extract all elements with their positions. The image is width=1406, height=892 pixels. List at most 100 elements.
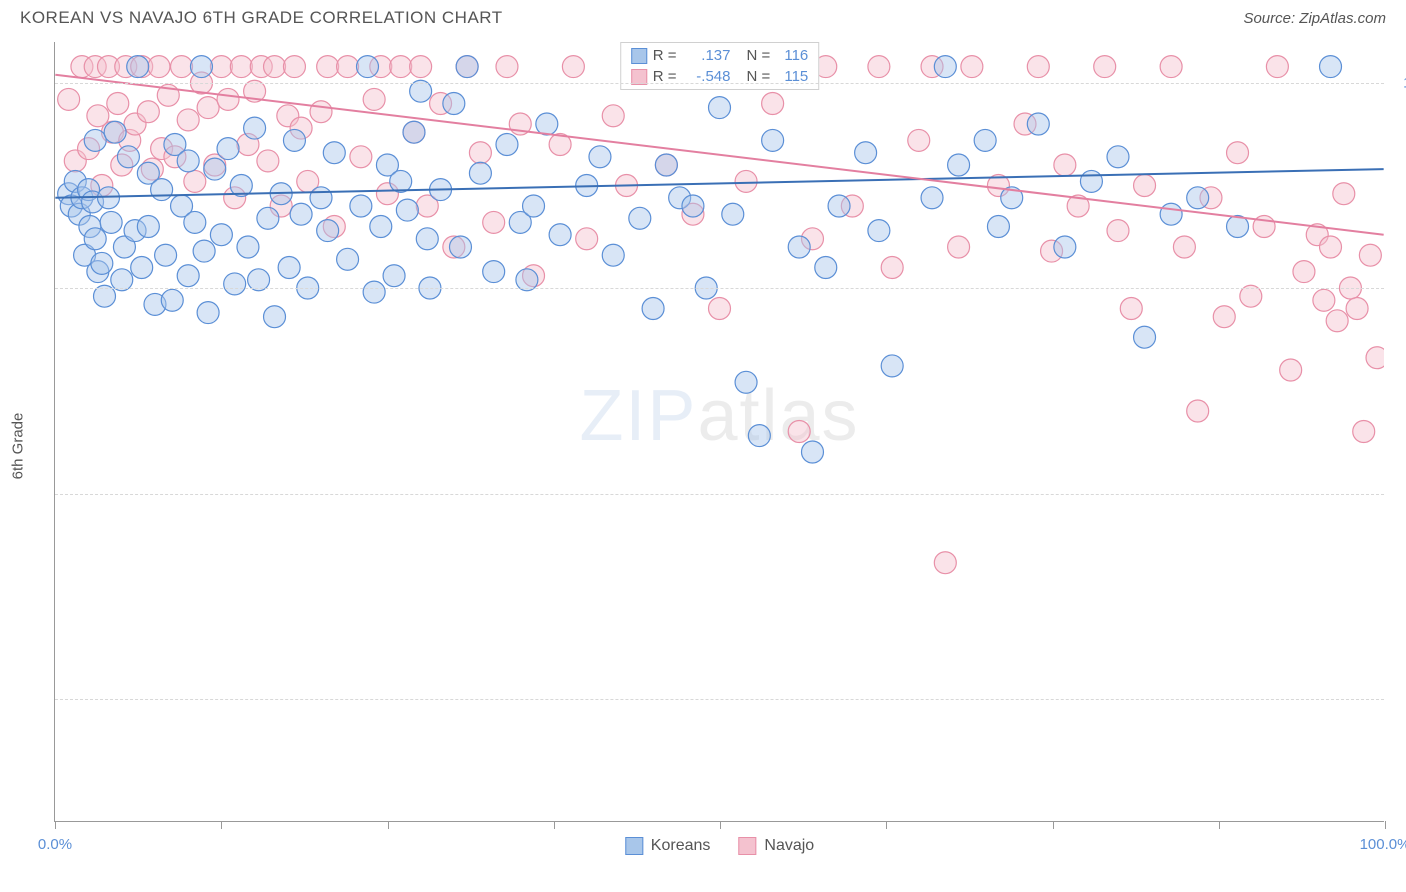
x-tick-label: 0.0% xyxy=(38,836,72,853)
data-point xyxy=(1120,298,1142,320)
series-swatch xyxy=(631,48,647,64)
data-point xyxy=(1173,236,1195,258)
data-point xyxy=(1134,326,1156,348)
data-point xyxy=(317,220,339,242)
data-point xyxy=(828,195,850,217)
data-point xyxy=(148,56,170,78)
data-point xyxy=(855,142,877,164)
data-point xyxy=(204,158,226,180)
data-point xyxy=(363,281,385,303)
data-point xyxy=(948,154,970,176)
regression-line xyxy=(55,169,1383,198)
data-point xyxy=(536,113,558,135)
data-point xyxy=(197,302,219,324)
data-point xyxy=(881,355,903,377)
data-point xyxy=(278,257,300,279)
data-point xyxy=(456,56,478,78)
data-point xyxy=(290,203,312,225)
data-point xyxy=(350,195,372,217)
data-point xyxy=(210,224,232,246)
x-tick xyxy=(1385,821,1386,829)
data-point xyxy=(84,228,106,250)
legend-swatch xyxy=(738,837,756,855)
data-point xyxy=(91,252,113,274)
data-point xyxy=(107,93,129,115)
data-point xyxy=(257,207,279,229)
data-point xyxy=(1313,289,1335,311)
data-point xyxy=(390,56,412,78)
data-point xyxy=(602,244,624,266)
x-tick xyxy=(886,821,887,829)
data-point xyxy=(310,187,332,209)
data-point xyxy=(496,56,518,78)
data-point xyxy=(363,88,385,110)
data-point xyxy=(104,121,126,143)
data-point xyxy=(961,56,983,78)
data-point xyxy=(934,552,956,574)
data-point xyxy=(237,236,259,258)
gridline xyxy=(55,288,1384,289)
data-point xyxy=(1266,56,1288,78)
y-tick-label: 95.0% xyxy=(1394,280,1406,297)
data-point xyxy=(190,56,212,78)
gridline xyxy=(55,699,1384,700)
data-point xyxy=(1353,421,1375,443)
data-point xyxy=(1080,170,1102,192)
data-point xyxy=(709,298,731,320)
data-point xyxy=(523,195,545,217)
data-point xyxy=(416,228,438,250)
data-point xyxy=(317,56,339,78)
data-point xyxy=(1107,146,1129,168)
data-point xyxy=(230,56,252,78)
y-axis-label: 6th Grade xyxy=(10,413,27,480)
r-value: .137 xyxy=(683,47,731,64)
n-label: N = xyxy=(747,47,771,64)
data-point xyxy=(1320,56,1342,78)
y-tick-label: 90.0% xyxy=(1394,485,1406,502)
data-point xyxy=(264,56,286,78)
data-point xyxy=(403,121,425,143)
data-point xyxy=(100,211,122,233)
chart-title: KOREAN VS NAVAJO 6TH GRADE CORRELATION C… xyxy=(20,8,503,28)
data-point xyxy=(722,203,744,225)
data-point xyxy=(184,211,206,233)
data-point xyxy=(788,421,810,443)
data-point xyxy=(908,129,930,151)
data-point xyxy=(934,56,956,78)
data-point xyxy=(383,265,405,287)
data-point xyxy=(1187,400,1209,422)
data-point xyxy=(1213,306,1235,328)
legend-swatch xyxy=(625,837,643,855)
data-point xyxy=(1359,244,1381,266)
series-legend: Koreans Navajo xyxy=(625,837,814,855)
x-tick xyxy=(1053,821,1054,829)
legend-item: Koreans xyxy=(625,837,711,855)
data-point xyxy=(264,306,286,328)
data-point xyxy=(469,162,491,184)
data-point xyxy=(210,56,232,78)
data-point xyxy=(974,129,996,151)
x-tick xyxy=(720,821,721,829)
data-point xyxy=(257,150,279,172)
x-tick xyxy=(1219,821,1220,829)
legend-item: Navajo xyxy=(738,837,814,855)
gridline xyxy=(55,494,1384,495)
data-point xyxy=(642,298,664,320)
data-point xyxy=(84,129,106,151)
data-point xyxy=(193,240,215,262)
data-point xyxy=(987,216,1009,238)
data-point xyxy=(1094,56,1116,78)
data-point xyxy=(483,261,505,283)
data-point xyxy=(815,257,837,279)
data-point xyxy=(177,109,199,131)
data-point xyxy=(868,220,890,242)
data-point xyxy=(177,265,199,287)
legend-label: Koreans xyxy=(651,837,711,855)
data-point xyxy=(1333,183,1355,205)
data-point xyxy=(562,56,584,78)
data-point xyxy=(1054,236,1076,258)
data-point xyxy=(735,170,757,192)
data-point xyxy=(137,101,159,123)
data-point xyxy=(151,179,173,201)
data-point xyxy=(244,117,266,139)
